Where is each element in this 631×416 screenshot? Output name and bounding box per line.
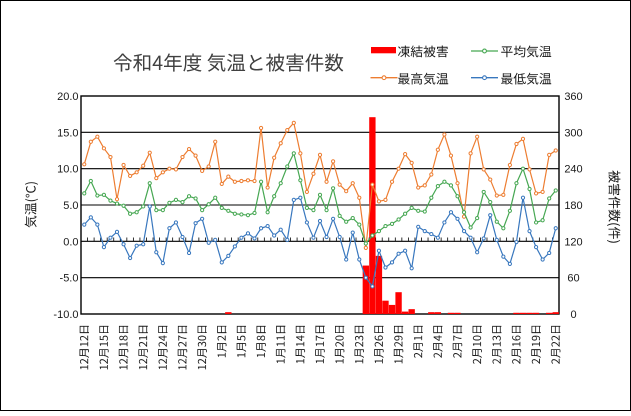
svg-text:10.0: 10.0 (57, 164, 78, 176)
svg-text:-5.0: -5.0 (60, 273, 79, 285)
svg-text:300: 300 (564, 127, 582, 139)
svg-text:360: 360 (564, 91, 582, 103)
svg-text:180: 180 (564, 200, 582, 212)
svg-text:240: 240 (564, 164, 582, 176)
svg-text:60: 60 (567, 273, 579, 285)
svg-text:-10.0: -10.0 (53, 309, 78, 321)
svg-text:15.0: 15.0 (57, 127, 78, 139)
svg-text:5.0: 5.0 (63, 200, 78, 212)
svg-text:20.0: 20.0 (57, 91, 78, 103)
svg-text:120: 120 (564, 236, 582, 248)
svg-text:0: 0 (570, 309, 576, 321)
svg-text:0.0: 0.0 (63, 236, 78, 248)
